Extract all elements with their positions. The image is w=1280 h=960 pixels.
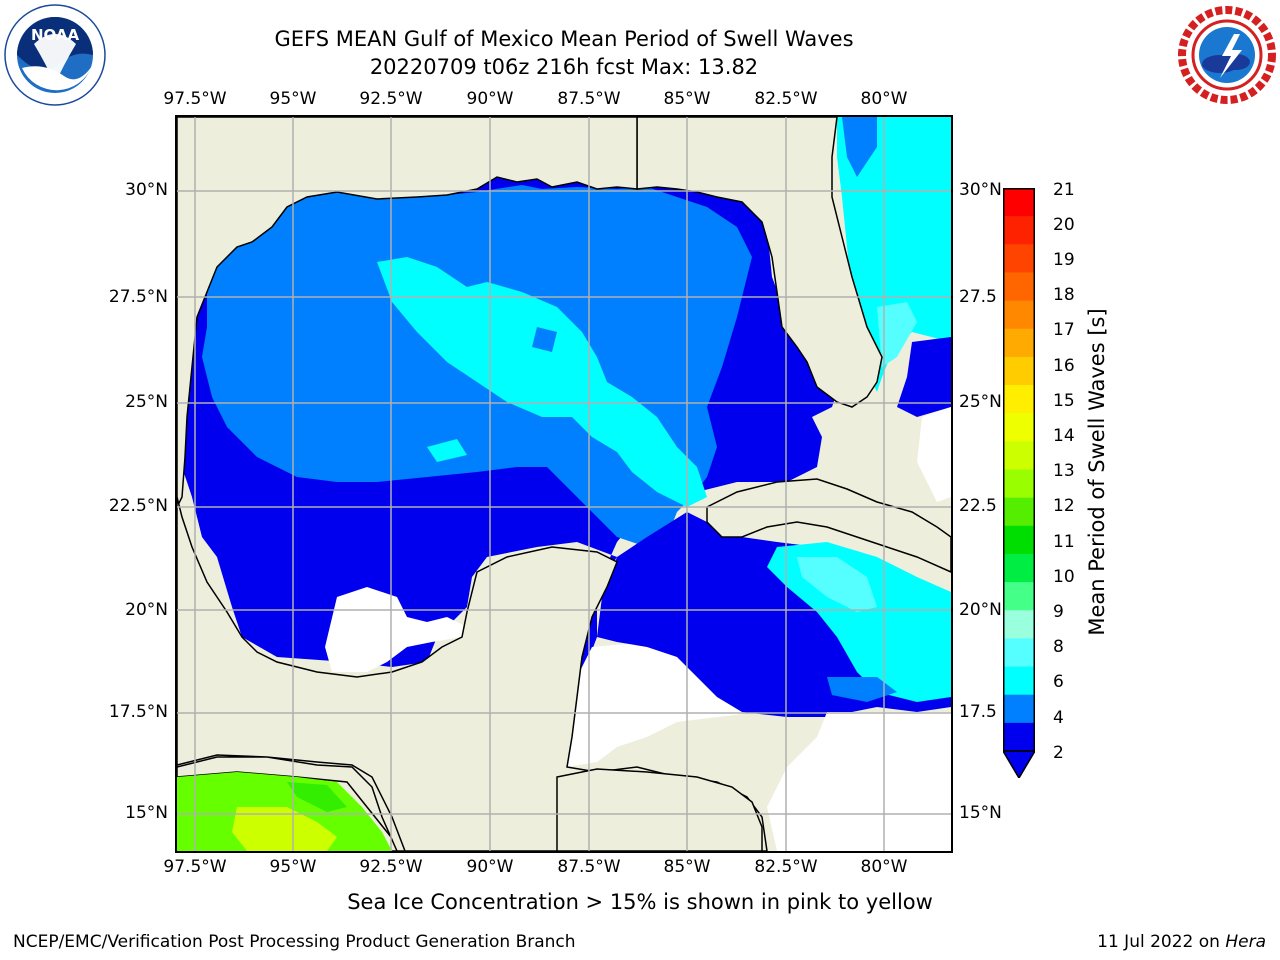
colorbar-segment bbox=[1003, 553, 1035, 583]
map-subtitle: 20220709 t06z 216h fcst Max: 13.82 bbox=[369, 55, 759, 79]
lon-label-bottom: 85°W bbox=[663, 857, 711, 877]
colorbar-tick: 17 bbox=[1053, 320, 1075, 340]
colorbar-tick: 12 bbox=[1053, 496, 1075, 516]
swell-period-map bbox=[175, 115, 953, 853]
colorbar bbox=[1001, 188, 1037, 780]
colorbar-segment bbox=[1003, 666, 1035, 696]
lat-label-left: 22.5°N bbox=[108, 496, 168, 516]
colorbar-tick: 19 bbox=[1053, 250, 1075, 270]
colorbar-tick: 15 bbox=[1053, 391, 1075, 411]
lon-label-top: 85°W bbox=[663, 89, 711, 109]
lat-lon-grid bbox=[177, 117, 951, 851]
lat-label-left: 15°N bbox=[125, 803, 168, 823]
sea-ice-note-text: Sea Ice Concentration > 15% is shown in … bbox=[347, 890, 933, 914]
colorbar-label: Mean Period of Swell Waves [s] bbox=[1085, 308, 1109, 636]
footer-credit: NCEP/EMC/Verification Post Processing Pr… bbox=[13, 932, 576, 952]
colorbar-segment bbox=[1003, 300, 1035, 330]
nws-logo bbox=[1176, 4, 1278, 106]
footer-date-text: 11 Jul 2022 on bbox=[1097, 932, 1226, 952]
lon-label-bottom: 92.5°W bbox=[359, 857, 423, 877]
lat-label-right: 20°N bbox=[959, 600, 1002, 620]
colorbar-segment bbox=[1003, 188, 1035, 217]
honduras-land bbox=[556, 768, 763, 851]
colorbar-tick: 16 bbox=[1053, 356, 1075, 376]
lon-label-top: 80°W bbox=[860, 89, 908, 109]
lon-label-bottom: 95°W bbox=[269, 857, 317, 877]
masked-area bbox=[325, 587, 467, 672]
lat-label-right: 25°N bbox=[959, 392, 1002, 412]
colorbar-tick: 18 bbox=[1053, 285, 1075, 305]
lon-label-top: 92.5°W bbox=[359, 89, 423, 109]
cuba-land bbox=[706, 478, 951, 573]
colorbar-tick: 10 bbox=[1053, 567, 1075, 587]
colorbar-tick: 9 bbox=[1053, 602, 1064, 622]
colorbar-tick: 11 bbox=[1053, 532, 1075, 552]
lat-label-right: 30°N bbox=[959, 180, 1002, 200]
colorbar-segment bbox=[1003, 272, 1035, 302]
lat-label-right: 27.5 bbox=[959, 287, 997, 307]
lon-label-bottom: 87.5°W bbox=[557, 857, 621, 877]
colorbar-segment bbox=[1003, 582, 1035, 611]
lat-label-left: 30°N bbox=[125, 180, 168, 200]
colorbar-segment bbox=[1003, 469, 1035, 499]
lat-label-right: 22.5 bbox=[959, 496, 997, 516]
florida-land bbox=[636, 117, 883, 408]
colorbar-segment bbox=[1003, 385, 1035, 414]
colorbar-segment bbox=[1003, 244, 1035, 274]
footer-host: Hera bbox=[1225, 932, 1266, 952]
lon-label-bottom: 90°W bbox=[466, 857, 514, 877]
colorbar-tick: 8 bbox=[1053, 637, 1064, 657]
colorbar-tick: 21 bbox=[1053, 180, 1075, 200]
gulf-ocean-cyan bbox=[377, 257, 707, 507]
lon-label-top: 82.5°W bbox=[754, 89, 818, 109]
colorbar-segment bbox=[1003, 413, 1035, 442]
colorbar-tick: 2 bbox=[1053, 743, 1064, 763]
lat-label-right: 15°N bbox=[959, 803, 1002, 823]
colorbar-tick: 14 bbox=[1053, 426, 1075, 446]
colorbar-tick: 6 bbox=[1053, 672, 1064, 692]
lon-label-top: 90°W bbox=[466, 89, 514, 109]
lat-label-left: 27.5°N bbox=[108, 287, 168, 307]
colorbar-segment bbox=[1003, 525, 1035, 555]
colorbar-tick: 20 bbox=[1053, 215, 1075, 235]
map-title: GEFS MEAN Gulf of Mexico Mean Period of … bbox=[274, 27, 854, 51]
lon-label-bottom: 80°W bbox=[860, 857, 908, 877]
colorbar-tick: 13 bbox=[1053, 461, 1075, 481]
colorbar-segment bbox=[1003, 441, 1035, 471]
colorbar-segment bbox=[1003, 328, 1035, 358]
svg-text:NOAA: NOAA bbox=[31, 26, 80, 44]
us-gulf-coast-land bbox=[177, 117, 638, 508]
lon-label-top: 97.5°W bbox=[163, 89, 227, 109]
colorbar-segment bbox=[1003, 610, 1035, 639]
lon-label-top: 95°W bbox=[269, 89, 317, 109]
footer-date: 11 Jul 2022 on Hera bbox=[1097, 932, 1266, 952]
lat-label-right: 17.5 bbox=[959, 702, 997, 722]
colorbar-tick: 4 bbox=[1053, 708, 1064, 728]
lon-label-top: 87.5°W bbox=[557, 89, 621, 109]
lat-label-left: 17.5°N bbox=[108, 702, 168, 722]
colorbar-segment bbox=[1003, 356, 1035, 386]
lat-label-left: 25°N bbox=[125, 392, 168, 412]
lon-label-bottom: 82.5°W bbox=[754, 857, 818, 877]
colorbar-segment bbox=[1003, 638, 1035, 668]
colorbar-segment bbox=[1003, 497, 1035, 527]
lon-label-bottom: 97.5°W bbox=[163, 857, 227, 877]
colorbar-segment bbox=[1003, 694, 1035, 724]
colorbar-segment bbox=[1003, 216, 1035, 245]
sea-ice-note: Sea Ice Concentration > 15% is shown in … bbox=[0, 890, 1280, 914]
lat-label-left: 20°N bbox=[125, 600, 168, 620]
colorbar-segment bbox=[1003, 722, 1035, 752]
noaa-logo: NOAA bbox=[4, 4, 106, 106]
